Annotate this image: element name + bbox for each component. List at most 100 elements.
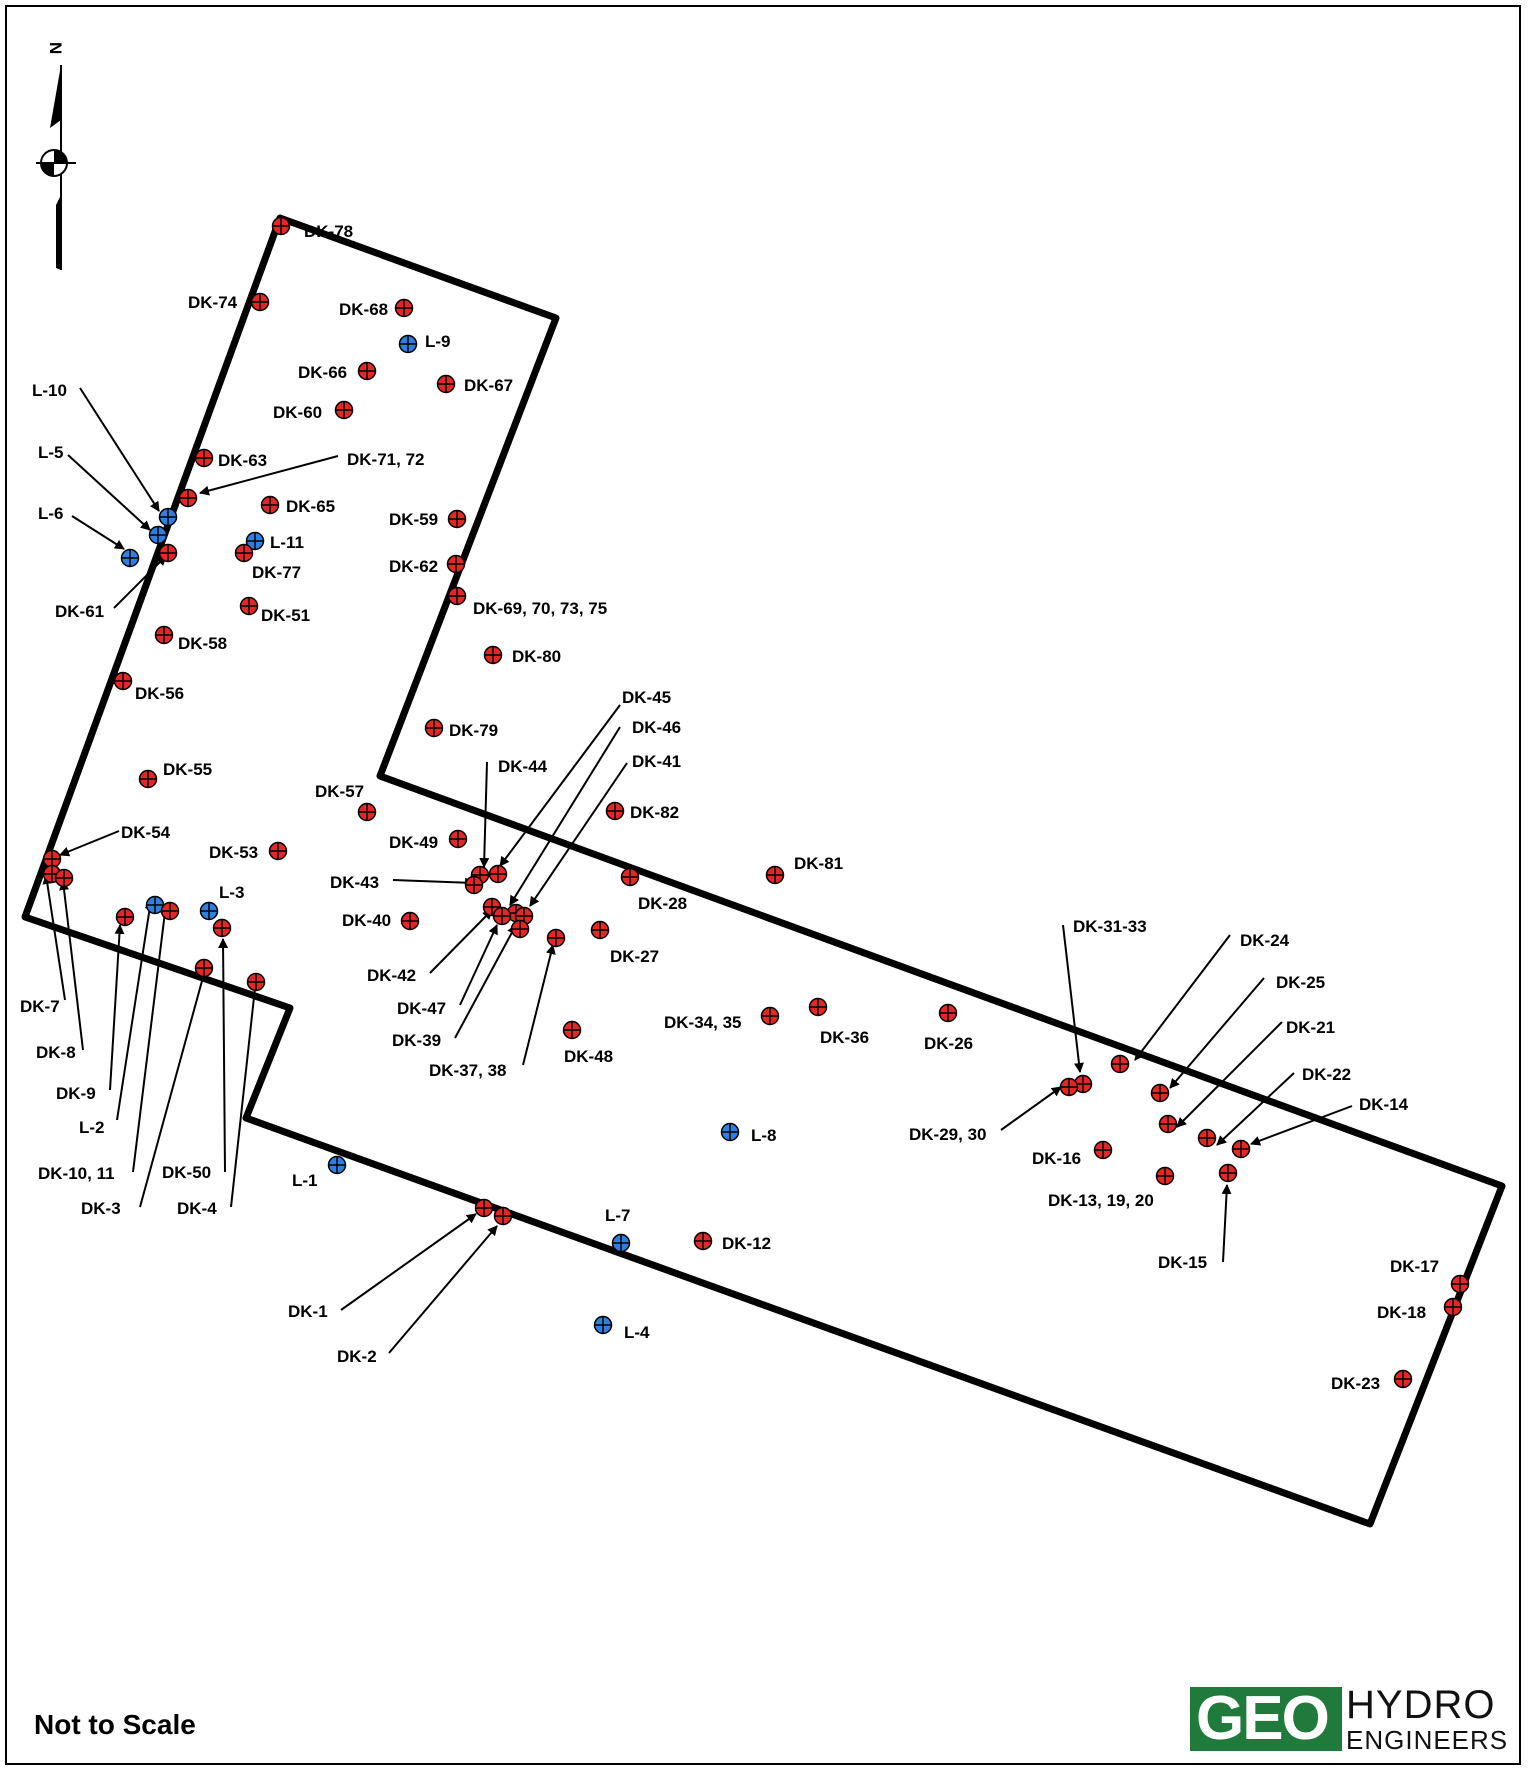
point-label: DK-31-33 bbox=[1073, 917, 1147, 936]
dk-sample-point-icon bbox=[562, 1020, 582, 1040]
dk-sample-point-icon bbox=[54, 868, 74, 888]
point-label: DK-18 bbox=[1377, 1303, 1426, 1322]
point-label: DK-29, 30 bbox=[909, 1125, 986, 1144]
dk-sample-point-icon bbox=[424, 718, 444, 738]
l-sample-point-icon bbox=[720, 1122, 740, 1142]
l-sample-point-icon bbox=[199, 901, 219, 921]
point-label: L-10 bbox=[32, 381, 67, 400]
dk-sample-point-icon bbox=[260, 495, 280, 515]
dk-sample-point-icon bbox=[234, 543, 254, 563]
dk-sample-point-icon bbox=[620, 867, 640, 887]
point-label: DK-36 bbox=[820, 1028, 869, 1047]
point-label: DK-26 bbox=[924, 1034, 973, 1053]
point-label: DK-59 bbox=[389, 510, 438, 529]
dk-sample-point-icon bbox=[1158, 1114, 1178, 1134]
leader-lines bbox=[42, 387, 1353, 1354]
scale-note: Not to Scale bbox=[34, 1709, 196, 1740]
point-label: DK-3 bbox=[81, 1199, 121, 1218]
l-sample-point-icon bbox=[593, 1315, 613, 1335]
dk-sample-point-icon bbox=[334, 400, 354, 420]
point-label: DK-39 bbox=[392, 1031, 441, 1050]
point-label: DK-41 bbox=[632, 752, 681, 771]
point-label: DK-27 bbox=[610, 947, 659, 966]
point-label: DK-51 bbox=[261, 606, 310, 625]
dk-sample-point-icon bbox=[436, 374, 456, 394]
point-label: DK-21 bbox=[1286, 1018, 1335, 1037]
dk-sample-point-icon bbox=[464, 875, 484, 895]
dk-sample-point-icon bbox=[194, 448, 214, 468]
point-label: DK-14 bbox=[1359, 1095, 1409, 1114]
dk-sample-point-icon bbox=[605, 801, 625, 821]
point-label: DK-4 bbox=[177, 1199, 217, 1218]
dk-sample-point-icon bbox=[250, 292, 270, 312]
dk-sample-point-icon bbox=[448, 829, 468, 849]
l-sample-point-icon bbox=[398, 334, 418, 354]
point-label: DK-10, 11 bbox=[38, 1164, 115, 1183]
point-label: DK-15 bbox=[1158, 1253, 1207, 1272]
l-sample-point-icon bbox=[148, 525, 168, 545]
point-label: DK-24 bbox=[1240, 931, 1290, 950]
dk-sample-point-icon bbox=[138, 769, 158, 789]
l-sample-point-icon bbox=[611, 1233, 631, 1253]
point-label: DK-25 bbox=[1276, 973, 1325, 992]
dk-sample-point-icon bbox=[178, 488, 198, 508]
company-logo: GEO HYDRO ENGINEERS bbox=[1190, 1683, 1507, 1755]
point-label: DK-40 bbox=[342, 911, 391, 930]
point-label: DK-43 bbox=[330, 873, 379, 892]
l-sample-point-icon bbox=[158, 507, 178, 527]
l-sample-point-icon bbox=[245, 531, 265, 551]
point-label: DK-48 bbox=[564, 1047, 613, 1066]
point-label: L-7 bbox=[605, 1206, 631, 1225]
dk-sample-point-icon bbox=[474, 1198, 494, 1218]
point-label: DK-68 bbox=[339, 300, 388, 319]
point-label: DK-46 bbox=[632, 718, 681, 737]
point-label: DK-23 bbox=[1331, 1374, 1380, 1393]
point-label: DK-50 bbox=[162, 1163, 211, 1182]
dk-sample-point-icon bbox=[1155, 1166, 1175, 1186]
dk-sample-point-icon bbox=[492, 906, 512, 926]
dk-sample-point-icon bbox=[268, 841, 288, 861]
dk-sample-point-icon bbox=[693, 1231, 713, 1251]
north-label: N bbox=[46, 42, 65, 54]
point-label: DK-77 bbox=[252, 563, 301, 582]
point-label: DK-61 bbox=[55, 602, 104, 621]
point-label: DK-56 bbox=[135, 684, 184, 703]
dk-sample-point-icon bbox=[1059, 1077, 1079, 1097]
dk-sample-point-icon bbox=[1110, 1054, 1130, 1074]
point-label: DK-54 bbox=[121, 823, 171, 842]
point-label: L-9 bbox=[425, 332, 451, 351]
point-label: DK-69, 70, 73, 75 bbox=[473, 599, 607, 618]
dk-sample-point-icon bbox=[447, 586, 467, 606]
north-arrow-icon: N bbox=[36, 42, 76, 270]
point-label: DK-53 bbox=[209, 843, 258, 862]
l-sample-point-icon bbox=[327, 1155, 347, 1175]
dk-sample-point-icon bbox=[493, 1206, 513, 1226]
point-labels: DK-78 DK-74 DK-68 L-9 DK-66 DK-67 DK-60 … bbox=[20, 222, 1439, 1393]
logo-geo: GEO bbox=[1190, 1687, 1342, 1751]
dk-sample-point-icon bbox=[115, 907, 135, 927]
point-label: DK-42 bbox=[367, 966, 416, 985]
point-label: DK-71, 72 bbox=[347, 450, 424, 469]
point-label: DK-44 bbox=[498, 757, 548, 776]
point-label: DK-67 bbox=[464, 376, 513, 395]
dk-sample-point-icon bbox=[194, 958, 214, 978]
dk-sample-point-icon bbox=[1073, 1074, 1093, 1094]
dk-sample-point-icon bbox=[446, 554, 466, 574]
dk-sample-point-icon bbox=[510, 919, 530, 939]
dk-sample-point-icon bbox=[239, 596, 259, 616]
point-label: DK-22 bbox=[1302, 1065, 1351, 1084]
logo-engineers: ENGINEERS bbox=[1346, 1725, 1509, 1755]
point-label: DK-13, 19, 20 bbox=[1048, 1191, 1154, 1210]
dk-sample-point-icon bbox=[357, 802, 377, 822]
point-label: DK-49 bbox=[389, 833, 438, 852]
dk-sample-point-icon bbox=[447, 509, 467, 529]
point-label: DK-12 bbox=[722, 1234, 771, 1253]
dk-sample-point-icon bbox=[1231, 1139, 1251, 1159]
point-label: DK-81 bbox=[794, 854, 843, 873]
point-label: DK-34, 35 bbox=[664, 1013, 741, 1032]
point-label: DK-8 bbox=[36, 1043, 76, 1062]
dk-sample-point-icon bbox=[765, 865, 785, 885]
dk-sample-point-icon bbox=[158, 543, 178, 563]
dk-sample-point-icon bbox=[400, 911, 420, 931]
point-label: DK-62 bbox=[389, 557, 438, 576]
